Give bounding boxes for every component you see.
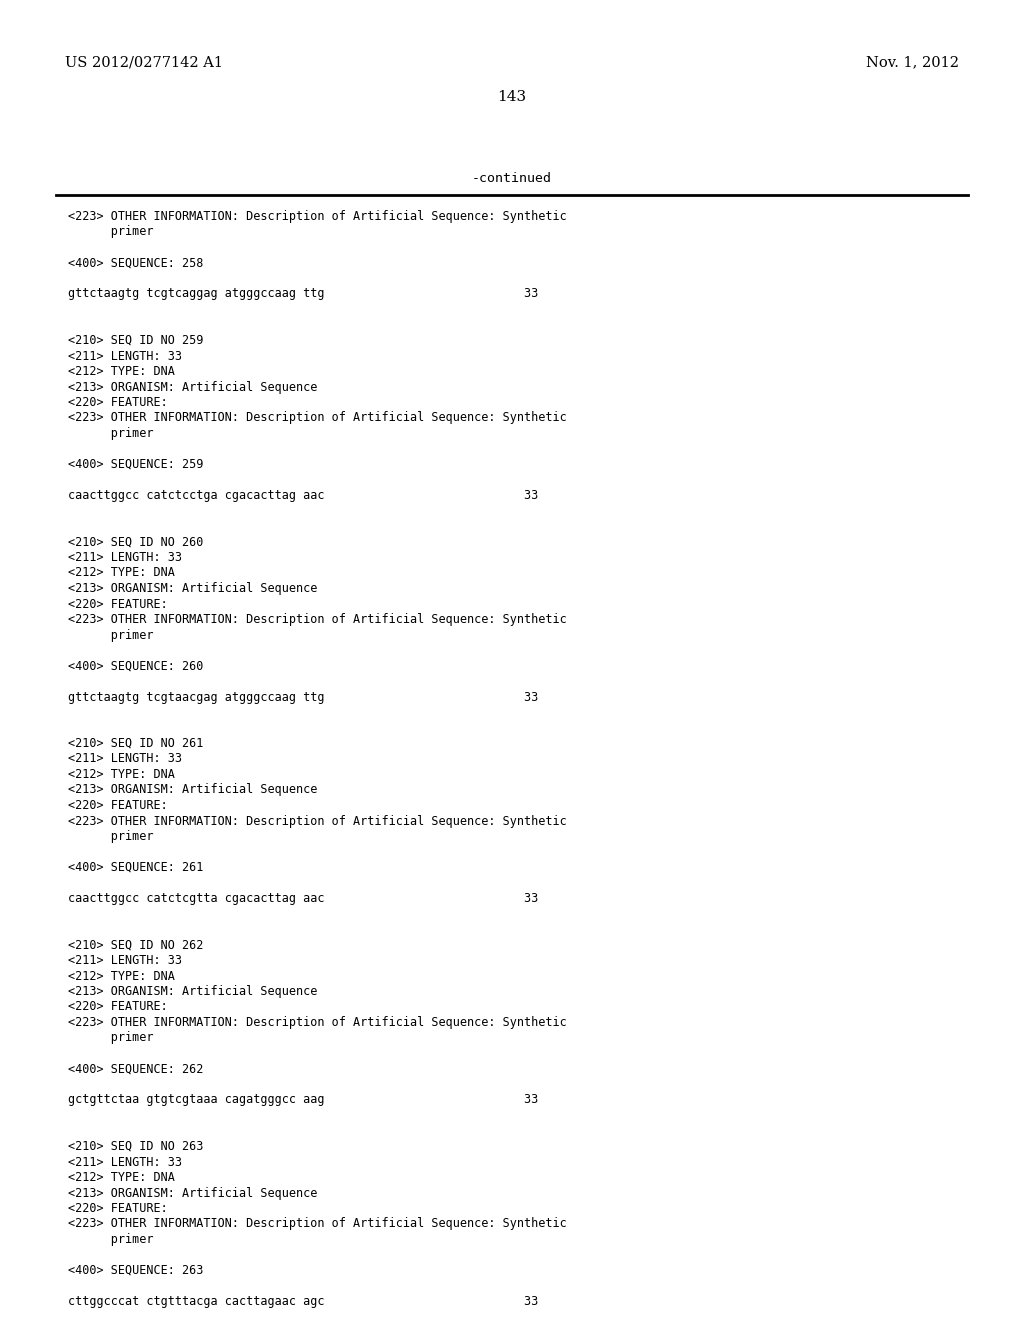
Text: <400> SEQUENCE: 262: <400> SEQUENCE: 262 [68, 1063, 204, 1076]
Text: <220> FEATURE:: <220> FEATURE: [68, 396, 168, 409]
Text: -continued: -continued [472, 172, 552, 185]
Text: primer: primer [68, 426, 154, 440]
Text: <212> TYPE: DNA: <212> TYPE: DNA [68, 768, 175, 781]
Text: gctgttctaa gtgtcgtaaa cagatgggcc aag                            33: gctgttctaa gtgtcgtaaa cagatgggcc aag 33 [68, 1093, 539, 1106]
Text: gttctaagtg tcgtaacgag atgggccaag ttg                            33: gttctaagtg tcgtaacgag atgggccaag ttg 33 [68, 690, 539, 704]
Text: caacttggcc catctcctga cgacacttag aac                            33: caacttggcc catctcctga cgacacttag aac 33 [68, 488, 539, 502]
Text: Nov. 1, 2012: Nov. 1, 2012 [866, 55, 959, 69]
Text: <223> OTHER INFORMATION: Description of Artificial Sequence: Synthetic: <223> OTHER INFORMATION: Description of … [68, 1217, 566, 1230]
Text: <400> SEQUENCE: 258: <400> SEQUENCE: 258 [68, 256, 204, 269]
Text: <212> TYPE: DNA: <212> TYPE: DNA [68, 566, 175, 579]
Text: gttctaagtg tcgtcaggag atgggccaag ttg                            33: gttctaagtg tcgtcaggag atgggccaag ttg 33 [68, 288, 539, 301]
Text: <223> OTHER INFORMATION: Description of Artificial Sequence: Synthetic: <223> OTHER INFORMATION: Description of … [68, 612, 566, 626]
Text: <400> SEQUENCE: 260: <400> SEQUENCE: 260 [68, 660, 204, 672]
Text: <211> LENGTH: 33: <211> LENGTH: 33 [68, 350, 182, 363]
Text: <210> SEQ ID NO 259: <210> SEQ ID NO 259 [68, 334, 204, 347]
Text: <213> ORGANISM: Artificial Sequence: <213> ORGANISM: Artificial Sequence [68, 985, 317, 998]
Text: <400> SEQUENCE: 259: <400> SEQUENCE: 259 [68, 458, 204, 471]
Text: primer: primer [68, 226, 154, 239]
Text: <223> OTHER INFORMATION: Description of Artificial Sequence: Synthetic: <223> OTHER INFORMATION: Description of … [68, 210, 566, 223]
Text: <223> OTHER INFORMATION: Description of Artificial Sequence: Synthetic: <223> OTHER INFORMATION: Description of … [68, 814, 566, 828]
Text: <212> TYPE: DNA: <212> TYPE: DNA [68, 366, 175, 378]
Text: <213> ORGANISM: Artificial Sequence: <213> ORGANISM: Artificial Sequence [68, 582, 317, 595]
Text: cttggcccat ctgtttacga cacttagaac agc                            33: cttggcccat ctgtttacga cacttagaac agc 33 [68, 1295, 539, 1308]
Text: primer: primer [68, 628, 154, 642]
Text: <212> TYPE: DNA: <212> TYPE: DNA [68, 969, 175, 982]
Text: primer: primer [68, 1233, 154, 1246]
Text: caacttggcc catctcgtta cgacacttag aac                            33: caacttggcc catctcgtta cgacacttag aac 33 [68, 892, 539, 906]
Text: 143: 143 [498, 90, 526, 104]
Text: <213> ORGANISM: Artificial Sequence: <213> ORGANISM: Artificial Sequence [68, 784, 317, 796]
Text: <211> LENGTH: 33: <211> LENGTH: 33 [68, 550, 182, 564]
Text: <223> OTHER INFORMATION: Description of Artificial Sequence: Synthetic: <223> OTHER INFORMATION: Description of … [68, 412, 566, 425]
Text: <211> LENGTH: 33: <211> LENGTH: 33 [68, 954, 182, 968]
Text: <211> LENGTH: 33: <211> LENGTH: 33 [68, 1155, 182, 1168]
Text: <212> TYPE: DNA: <212> TYPE: DNA [68, 1171, 175, 1184]
Text: <210> SEQ ID NO 263: <210> SEQ ID NO 263 [68, 1140, 204, 1152]
Text: <210> SEQ ID NO 261: <210> SEQ ID NO 261 [68, 737, 204, 750]
Text: <213> ORGANISM: Artificial Sequence: <213> ORGANISM: Artificial Sequence [68, 1187, 317, 1200]
Text: <210> SEQ ID NO 260: <210> SEQ ID NO 260 [68, 536, 204, 549]
Text: <220> FEATURE:: <220> FEATURE: [68, 799, 168, 812]
Text: <220> FEATURE:: <220> FEATURE: [68, 1203, 168, 1214]
Text: US 2012/0277142 A1: US 2012/0277142 A1 [65, 55, 223, 69]
Text: primer: primer [68, 830, 154, 843]
Text: <213> ORGANISM: Artificial Sequence: <213> ORGANISM: Artificial Sequence [68, 380, 317, 393]
Text: <400> SEQUENCE: 263: <400> SEQUENCE: 263 [68, 1265, 204, 1276]
Text: primer: primer [68, 1031, 154, 1044]
Text: <223> OTHER INFORMATION: Description of Artificial Sequence: Synthetic: <223> OTHER INFORMATION: Description of … [68, 1016, 566, 1030]
Text: <400> SEQUENCE: 261: <400> SEQUENCE: 261 [68, 861, 204, 874]
Text: <220> FEATURE:: <220> FEATURE: [68, 598, 168, 610]
Text: <211> LENGTH: 33: <211> LENGTH: 33 [68, 752, 182, 766]
Text: <220> FEATURE:: <220> FEATURE: [68, 1001, 168, 1014]
Text: <210> SEQ ID NO 262: <210> SEQ ID NO 262 [68, 939, 204, 952]
